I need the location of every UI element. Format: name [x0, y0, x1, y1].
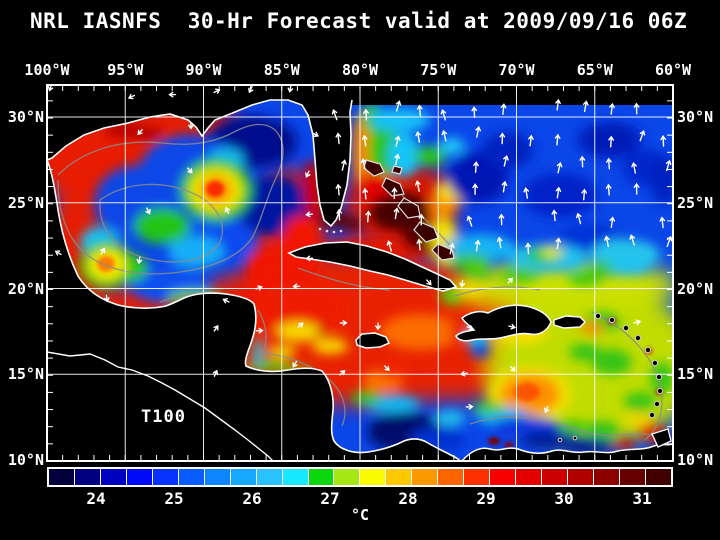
- colorbar-segment: [178, 469, 205, 485]
- lat-tick-label: 25°N: [677, 193, 714, 212]
- colorbar-tick-label: 28: [398, 489, 418, 508]
- colorbar-segment: [438, 469, 465, 485]
- colorbar-segment: [594, 469, 620, 485]
- island-hispaniola: [455, 304, 552, 342]
- colorbar-segment: [126, 469, 153, 485]
- grid-layer: [47, 85, 673, 461]
- colorbar-segment: [282, 469, 309, 485]
- colorbar-segment: [568, 469, 595, 485]
- lat-tick-label: 30°N: [677, 108, 714, 126]
- colorbar-tick-label: 29: [476, 489, 496, 508]
- colorbar-segment: [256, 469, 283, 485]
- colorbar-segment: [516, 469, 543, 485]
- colorbar-segment: [464, 469, 491, 485]
- lon-tick-label: 85°W: [263, 61, 300, 79]
- lon-tick-label: 80°W: [341, 61, 379, 79]
- islands-florida-keys: [318, 227, 343, 234]
- lat-tick-label: 20°N: [677, 279, 714, 298]
- island-trinidad: [651, 428, 672, 448]
- colorbar-segment: [619, 469, 646, 485]
- pacific-coastline: [47, 351, 274, 461]
- colorbar-segment: [334, 469, 361, 485]
- colorbar-segment: [204, 469, 231, 485]
- lon-tick-label: 70°W: [498, 61, 535, 79]
- lat-tick-label: 20°N: [7, 279, 44, 298]
- lat-tick-label: 10°N: [677, 451, 714, 469]
- colorbar-tick-label: 31: [632, 489, 652, 508]
- lon-tick-label: 65°W: [576, 61, 613, 79]
- colorbar-tick-label: 27: [320, 489, 340, 508]
- colorbar-segment: [412, 469, 439, 485]
- colorbar-unit-label: °C: [350, 506, 370, 524]
- colorbar-segment: [230, 469, 257, 485]
- colorbar-segment: [542, 469, 569, 485]
- depth-field-label: T100: [141, 407, 186, 427]
- colorbar-segment: [152, 469, 179, 485]
- lat-tick-label: 10°N: [7, 451, 44, 469]
- lon-tick-label: 60°W: [654, 61, 692, 79]
- colorbar-segment: [490, 469, 517, 485]
- colorbar-segment: [360, 469, 387, 485]
- colorbar-tick-label: 24: [86, 489, 106, 508]
- island-cuba: [287, 241, 458, 292]
- lat-tick-label: 15°N: [7, 365, 44, 384]
- lat-tick-label: 25°N: [7, 193, 44, 212]
- colorbar: [47, 467, 673, 487]
- lon-tick-label: 95°W: [107, 61, 144, 79]
- colorbar-segment: [645, 469, 671, 485]
- colorbar-segment: [100, 469, 127, 485]
- lat-tick-label: 30°N: [7, 108, 44, 126]
- colorbar-segment: [386, 469, 413, 485]
- lon-tick-label: 90°W: [185, 61, 222, 79]
- axes-frame: [46, 84, 674, 462]
- lon-tick-label: 100°W: [24, 61, 70, 79]
- current-vectors: [47, 84, 673, 414]
- lat-tick-label: 15°N: [677, 365, 714, 384]
- colorbar-tick-label: 25: [164, 489, 184, 508]
- land-layer: [47, 85, 673, 461]
- plot-title: NRL IASNFS 30-Hr Forecast valid at 2009/…: [30, 9, 688, 33]
- colorbar-tick-label: 26: [242, 489, 262, 508]
- colorbar-segment: [74, 469, 101, 485]
- colorbar-segment: [308, 469, 335, 485]
- colorbar-segment: [49, 469, 75, 485]
- lon-tick-label: 75°W: [420, 61, 457, 79]
- island-puerto-rico: [553, 315, 586, 329]
- islands-lesser-antilles: [557, 312, 664, 443]
- colorbar-tick-label: 30: [554, 489, 574, 508]
